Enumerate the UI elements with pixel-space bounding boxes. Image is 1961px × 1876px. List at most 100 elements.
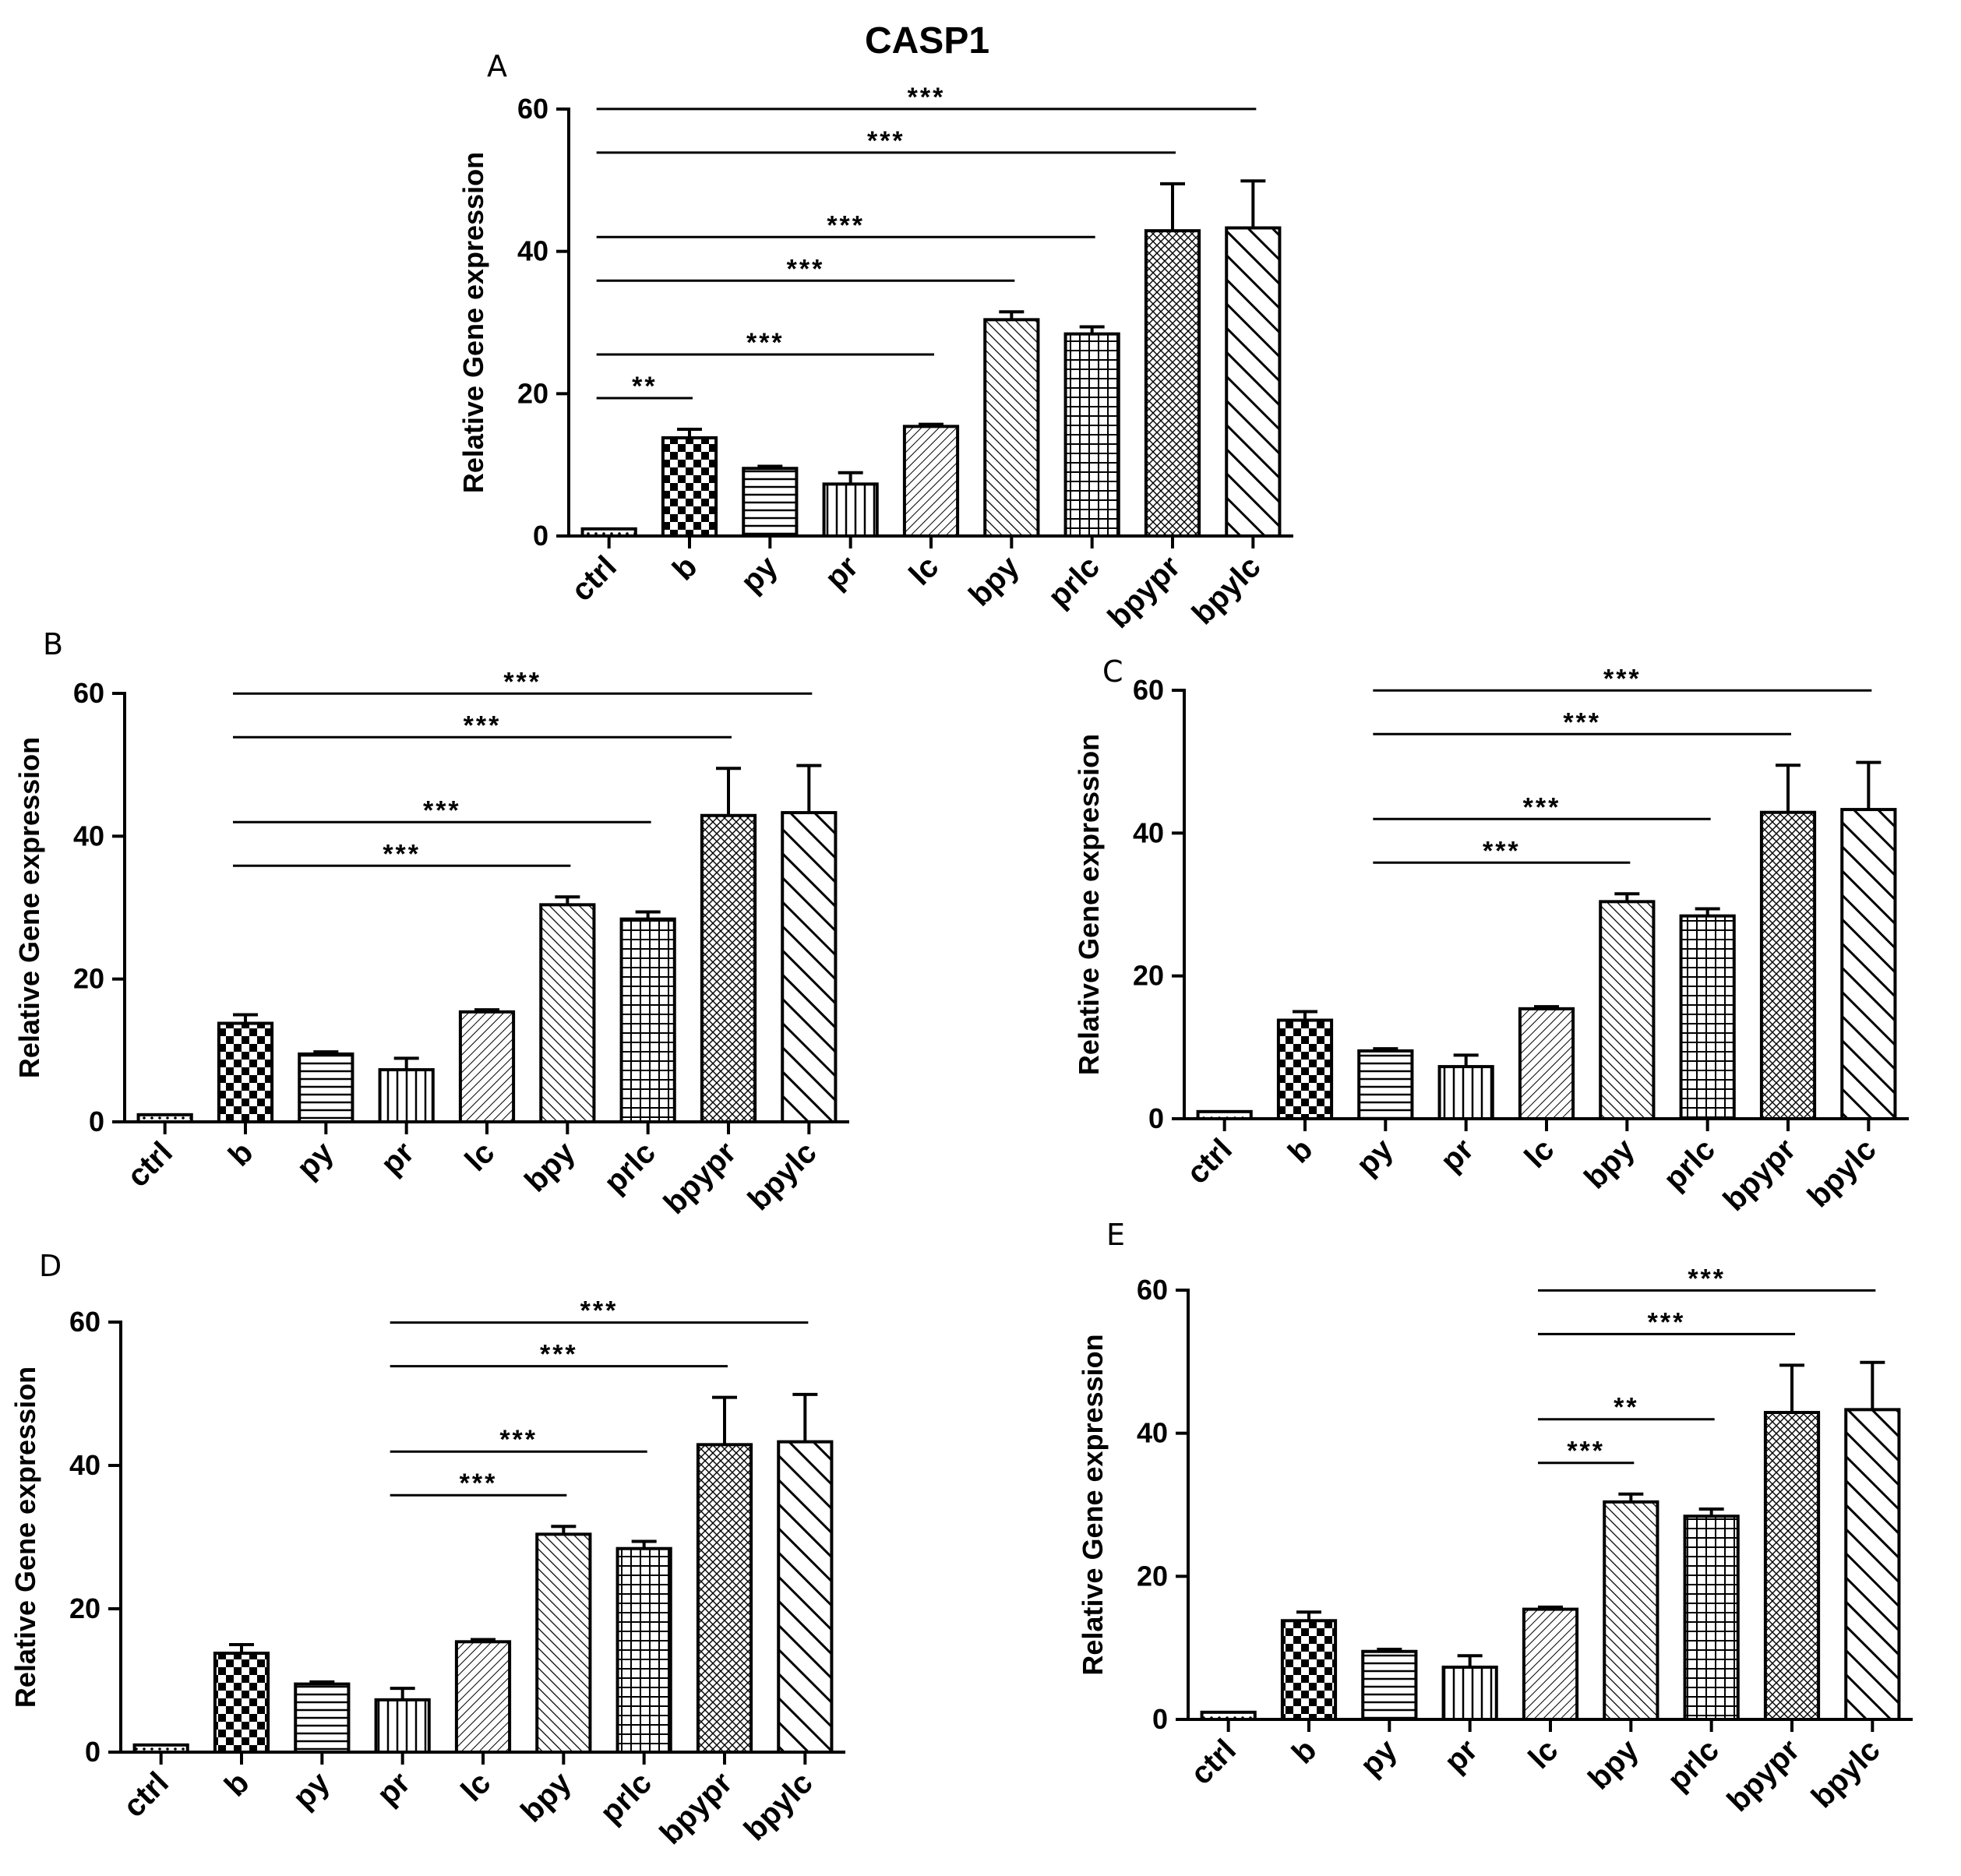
y-tick-label: 20: [69, 1592, 101, 1624]
significance-label: ***: [1563, 707, 1601, 737]
y-tick-label: 20: [1137, 1560, 1168, 1592]
bar-bpylc: [1840, 808, 1897, 1121]
y-tick-label: 60: [1137, 1274, 1168, 1306]
significance-label: ***: [503, 667, 541, 696]
x-tick-label: lc: [459, 1135, 502, 1178]
x-tick-label: b: [666, 549, 704, 587]
x-tick-label: pr: [1434, 1132, 1480, 1178]
x-tick-label: bpy: [518, 1135, 582, 1199]
x-tick-label: bpypr: [1721, 1733, 1807, 1818]
bar-bpypr: [696, 1443, 753, 1754]
y-axis-label: Relative Gene expression: [9, 1366, 41, 1708]
bar-bpy: [983, 318, 1040, 538]
significance-label: ***: [1567, 1437, 1605, 1466]
bar-bpy: [535, 1532, 592, 1754]
x-tick-label: ctrl: [121, 1135, 179, 1194]
y-axis-label: Relative Gene expression: [457, 152, 489, 493]
x-tick-label: bpylc: [1801, 1132, 1883, 1214]
bar-lc: [1522, 1607, 1579, 1721]
bar-pr: [822, 482, 879, 538]
significance-label: **: [632, 372, 657, 401]
significance-label: ***: [460, 1469, 498, 1498]
bar-bpy: [1599, 900, 1656, 1121]
y-tick-label: 20: [517, 377, 548, 409]
x-tick-label: bpylc: [1805, 1733, 1887, 1814]
x-tick-label: bpylc: [742, 1135, 824, 1217]
x-tick-label: lc: [1518, 1132, 1561, 1175]
bar-ctrl: [132, 1743, 189, 1754]
x-tick-label: bpypr: [658, 1135, 743, 1221]
x-tick-label: bpypr: [1717, 1132, 1803, 1218]
bar-prlc: [1683, 1515, 1740, 1722]
bar-b: [1280, 1619, 1338, 1722]
bar-lc: [1518, 1007, 1575, 1121]
bar-prlc: [615, 1546, 672, 1754]
y-tick-label: 0: [533, 520, 548, 552]
bar-bpypr: [700, 813, 757, 1123]
bar-bpy: [1603, 1500, 1659, 1721]
x-tick-label: prlc: [1042, 549, 1106, 614]
x-tick-label: pr: [1438, 1733, 1484, 1779]
x-tick-label: bpylc: [1186, 549, 1268, 631]
x-tick-label: ctrl: [1184, 1733, 1243, 1791]
bar-bpylc: [1844, 1408, 1901, 1722]
bar-py: [1361, 1649, 1418, 1721]
x-tick-label: lc: [1522, 1733, 1565, 1776]
significance-label: ***: [423, 795, 461, 825]
y-tick-label: 40: [69, 1449, 101, 1481]
bar-bpy: [539, 903, 596, 1124]
y-tick-label: 0: [1148, 1102, 1164, 1134]
significance-label: ***: [1523, 792, 1561, 822]
x-tick-label: py: [735, 549, 785, 600]
x-tick-label: b: [218, 1765, 256, 1803]
y-axis-label: Relative Gene expression: [1073, 734, 1105, 1075]
y-tick-label: 60: [73, 677, 104, 709]
x-tick-label: ctrl: [565, 549, 623, 608]
significance-label: ***: [540, 1340, 578, 1370]
x-tick-label: py: [1350, 1132, 1401, 1183]
x-tick-label: lc: [903, 549, 946, 592]
bar-b: [1276, 1018, 1334, 1120]
significance-label: ***: [499, 1425, 538, 1455]
significance-label: ***: [908, 83, 946, 112]
significance-label: ***: [1688, 1264, 1726, 1293]
bar-lc: [454, 1640, 512, 1754]
x-tick-label: prlc: [598, 1135, 662, 1200]
bar-py: [742, 467, 799, 538]
y-tick-label: 40: [73, 820, 104, 852]
bar-ctrl: [1200, 1710, 1257, 1721]
significance-label: ***: [746, 328, 785, 358]
y-tick-label: 0: [89, 1106, 104, 1137]
x-tick-label: bpylc: [738, 1765, 820, 1847]
y-tick-label: 40: [1133, 816, 1164, 848]
y-axis-label: Relative Gene expression: [13, 737, 45, 1078]
y-tick-label: 0: [85, 1736, 101, 1768]
panel-letter: D: [39, 1249, 62, 1283]
y-tick-label: 60: [69, 1306, 101, 1338]
x-tick-label: b: [222, 1135, 259, 1172]
x-tick-label: b: [1286, 1733, 1323, 1770]
significance-label: ***: [580, 1296, 619, 1326]
significance-label: **: [1614, 1393, 1638, 1423]
x-tick-label: bpy: [1578, 1132, 1642, 1196]
bar-pr: [1441, 1665, 1498, 1721]
bar-b: [213, 1652, 270, 1754]
significance-label: ***: [1648, 1307, 1686, 1337]
x-tick-label: pr: [819, 549, 865, 595]
y-tick-label: 20: [1133, 960, 1164, 992]
y-tick-label: 60: [1133, 674, 1164, 706]
bar-ctrl: [136, 1113, 193, 1124]
y-axis-label: Relative Gene expression: [1077, 1334, 1109, 1675]
bar-pr: [374, 1698, 431, 1754]
x-tick-label: prlc: [1657, 1132, 1722, 1197]
bar-py: [1357, 1049, 1414, 1120]
x-tick-label: bpypr: [1102, 549, 1187, 635]
bar-bpypr: [1759, 810, 1817, 1120]
figure-title: CASP1: [865, 20, 989, 62]
bar-bpylc: [781, 811, 838, 1124]
x-tick-label: py: [287, 1765, 337, 1816]
bar-b: [217, 1021, 274, 1123]
